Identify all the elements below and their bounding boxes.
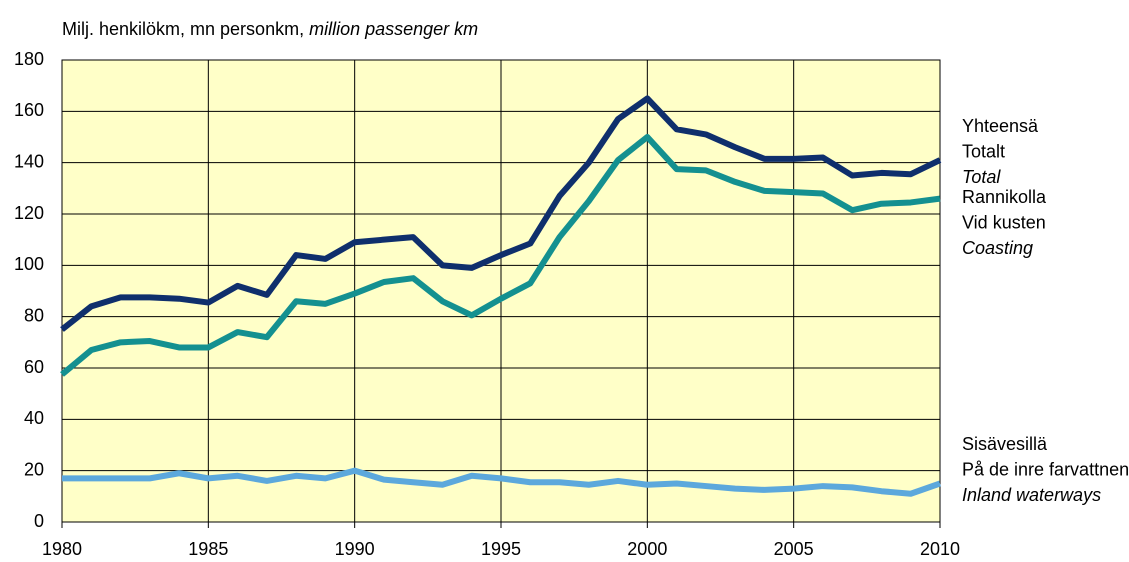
legend-label: Rannikolla bbox=[962, 187, 1047, 207]
y-tick-label: 160 bbox=[14, 100, 44, 120]
y-tick-label: 20 bbox=[24, 459, 44, 479]
series-line bbox=[62, 467, 941, 497]
legend-label: Coasting bbox=[962, 238, 1033, 258]
y-tick-label: 120 bbox=[14, 203, 44, 223]
series-line bbox=[60, 95, 942, 332]
legend-label: Vid kusten bbox=[962, 212, 1046, 232]
legend-label: Totalt bbox=[962, 141, 1005, 161]
x-tick-label: 1995 bbox=[481, 539, 521, 559]
x-tick-label: 2005 bbox=[774, 539, 814, 559]
series-line bbox=[60, 134, 941, 377]
y-tick-label: 100 bbox=[14, 254, 44, 274]
y-tick-label: 80 bbox=[24, 305, 44, 325]
y-tick-label: 180 bbox=[14, 49, 44, 69]
y-tick-label: 40 bbox=[24, 408, 44, 428]
x-tick-label: 1980 bbox=[42, 539, 82, 559]
legend-label: Inland waterways bbox=[962, 485, 1101, 505]
y-tick-label: 0 bbox=[34, 511, 44, 531]
x-tick-label: 1985 bbox=[188, 539, 228, 559]
x-tick-label: 2000 bbox=[627, 539, 667, 559]
legend-label: På de inre farvattnen bbox=[962, 459, 1129, 479]
y-tick-label: 60 bbox=[24, 357, 44, 377]
title-part: Milj. henkilökm, mn personkm, bbox=[62, 19, 304, 39]
legend-label: Total bbox=[962, 167, 1001, 187]
title-part: million passenger km bbox=[309, 19, 478, 39]
chart-title: Milj. henkilökm, mn personkm, million pas… bbox=[62, 19, 478, 39]
y-tick-label: 140 bbox=[14, 151, 44, 171]
legend-label: Sisävesillä bbox=[962, 434, 1048, 454]
legend-label: Yhteensä bbox=[962, 116, 1039, 136]
x-tick-label: 2010 bbox=[920, 539, 960, 559]
x-tick-label: 1990 bbox=[335, 539, 375, 559]
